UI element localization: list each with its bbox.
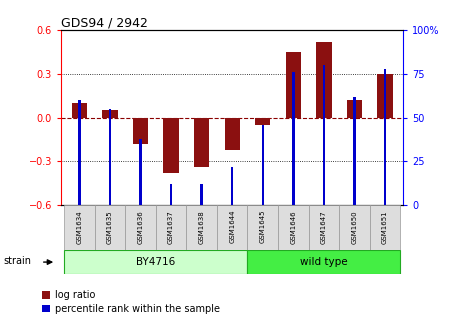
Text: wild type: wild type bbox=[300, 257, 348, 267]
Text: BY4716: BY4716 bbox=[136, 257, 175, 267]
Text: GSM1651: GSM1651 bbox=[382, 210, 388, 244]
Bar bbox=[248, 250, 400, 274]
Bar bbox=[309, 205, 339, 250]
Bar bbox=[217, 205, 248, 250]
Text: GSM1650: GSM1650 bbox=[351, 210, 357, 244]
Legend: log ratio, percentile rank within the sample: log ratio, percentile rank within the sa… bbox=[42, 290, 220, 314]
Bar bbox=[248, 205, 278, 250]
Bar bbox=[125, 205, 156, 250]
Bar bbox=[102, 110, 118, 118]
Bar bbox=[323, 65, 325, 205]
Text: GSM1635: GSM1635 bbox=[107, 210, 113, 244]
Bar bbox=[292, 72, 295, 205]
Text: GSM1644: GSM1644 bbox=[229, 210, 235, 244]
Text: strain: strain bbox=[3, 256, 31, 266]
Text: GSM1636: GSM1636 bbox=[137, 210, 144, 244]
Bar bbox=[378, 74, 393, 118]
Bar bbox=[109, 109, 111, 205]
Bar bbox=[186, 205, 217, 250]
Bar bbox=[286, 52, 301, 118]
Bar bbox=[95, 205, 125, 250]
Bar bbox=[139, 138, 142, 205]
Bar bbox=[347, 100, 362, 118]
Bar bbox=[255, 118, 270, 125]
Bar bbox=[200, 184, 203, 205]
Bar bbox=[163, 118, 179, 173]
Bar bbox=[262, 125, 264, 205]
Bar bbox=[133, 118, 148, 144]
Bar bbox=[278, 205, 309, 250]
Text: GSM1634: GSM1634 bbox=[76, 210, 83, 244]
Text: GSM1637: GSM1637 bbox=[168, 210, 174, 244]
Text: GDS94 / 2942: GDS94 / 2942 bbox=[61, 16, 148, 29]
Bar bbox=[64, 205, 95, 250]
Bar bbox=[384, 69, 386, 205]
Text: GSM1638: GSM1638 bbox=[198, 210, 204, 244]
Text: GSM1646: GSM1646 bbox=[290, 210, 296, 244]
Text: GSM1647: GSM1647 bbox=[321, 210, 327, 244]
Bar bbox=[370, 205, 400, 250]
Bar bbox=[72, 103, 87, 118]
Bar bbox=[156, 205, 186, 250]
Bar bbox=[225, 118, 240, 150]
Bar bbox=[64, 250, 248, 274]
Bar bbox=[78, 100, 81, 205]
Bar bbox=[231, 167, 234, 205]
Bar bbox=[339, 205, 370, 250]
Bar bbox=[170, 184, 172, 205]
Bar bbox=[316, 42, 332, 118]
Bar bbox=[353, 97, 356, 205]
Bar bbox=[194, 118, 209, 167]
Text: GSM1645: GSM1645 bbox=[260, 210, 266, 244]
